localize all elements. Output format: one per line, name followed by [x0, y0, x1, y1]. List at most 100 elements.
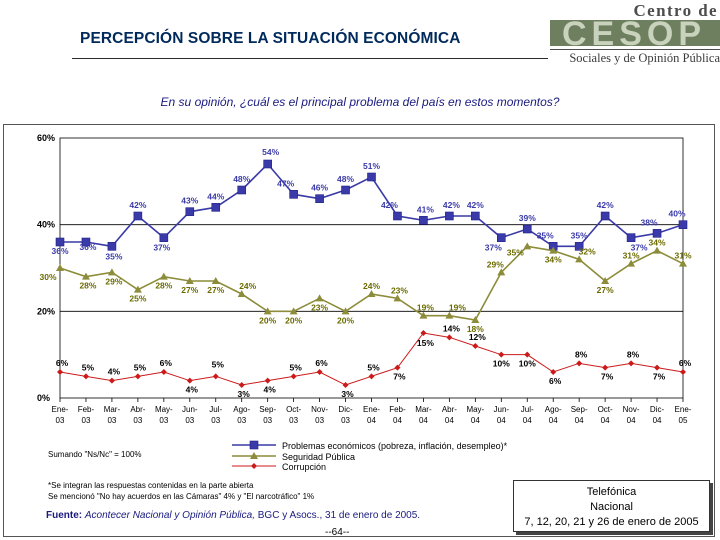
- x-tick-label: 03: [341, 416, 350, 425]
- x-tick-label: 04: [419, 416, 428, 425]
- x-tick-label: May-: [155, 405, 173, 414]
- data-label-seguridad: 28%: [155, 281, 172, 291]
- x-tick-label: 04: [367, 416, 376, 425]
- data-point-economia: [496, 233, 506, 242]
- data-label-economia: 36%: [51, 246, 68, 256]
- x-tick-label: 03: [56, 416, 65, 425]
- data-label-corrupcion: 8%: [627, 349, 640, 359]
- source-publication: Acontecer Nacional y Opinión Pública,: [84, 510, 255, 521]
- data-point-corrupcion: [264, 377, 271, 384]
- data-point-seguridad: [419, 311, 428, 319]
- data-point-seguridad: [289, 307, 298, 315]
- x-tick-label: Ago-: [233, 405, 250, 414]
- data-label-economia: 42%: [597, 200, 614, 210]
- data-point-seguridad: [627, 259, 636, 267]
- data-label-corrupcion: 12%: [469, 332, 486, 342]
- page-title: PERCEPCIÓN SOBRE LA SITUACIÓN ECONÓMICA: [80, 30, 461, 47]
- data-label-seguridad: 29%: [105, 276, 122, 286]
- data-point-corrupcion: [212, 373, 219, 380]
- x-tick-label: Ene-: [363, 405, 380, 414]
- title-divider: [72, 58, 548, 59]
- legend-marker-seguridad: [250, 452, 258, 459]
- x-tick-label: Ene-: [675, 405, 692, 414]
- x-tick-label: Sep-: [571, 405, 588, 414]
- data-point-seguridad: [56, 264, 64, 271]
- data-label-economia: 41%: [417, 204, 434, 214]
- data-label-economia: 54%: [262, 147, 279, 157]
- data-label-corrupcion: 5%: [367, 362, 380, 372]
- data-label-economia: 42%: [129, 200, 146, 210]
- x-tick-label: 03: [263, 416, 272, 425]
- x-tick-label: 04: [601, 416, 610, 425]
- data-label-corrupcion: 5%: [134, 362, 147, 372]
- data-point-seguridad: [471, 316, 480, 323]
- data-point-economia: [81, 237, 91, 247]
- data-label-seguridad: 20%: [337, 315, 354, 325]
- x-tick-label: 04: [393, 416, 402, 425]
- x-tick-label: Nov-: [311, 405, 328, 414]
- data-point-corrupcion: [57, 369, 63, 375]
- data-point-seguridad: [315, 294, 324, 302]
- data-label-seguridad: 31%: [674, 251, 691, 261]
- data-point-corrupcion: [368, 373, 375, 380]
- x-tick-label: 03: [315, 416, 324, 425]
- x-tick-label: Mar-: [104, 405, 121, 414]
- x-tick-label: Nov-: [623, 405, 640, 414]
- x-tick-label: Mar-: [415, 405, 432, 414]
- x-tick-label: Dic-: [650, 405, 665, 414]
- legend-label-seguridad: Seguridad Pública: [282, 452, 356, 462]
- note-asterisk: *Se integran las respuestas contenidas e…: [48, 481, 254, 490]
- data-point-corrupcion: [316, 369, 323, 375]
- data-label-economia: 35%: [537, 230, 554, 240]
- data-point-seguridad: [653, 246, 662, 254]
- logo-band: CESOP: [550, 15, 720, 53]
- data-label-corrupcion: 15%: [417, 338, 434, 348]
- data-point-economia: [341, 185, 350, 195]
- data-label-economia: 47%: [277, 178, 294, 188]
- data-label-corrupcion: 5%: [212, 359, 225, 369]
- data-label-economia: 35%: [105, 251, 122, 261]
- data-label-corrupcion: 7%: [653, 372, 666, 382]
- legend-label-economia: Problemas económicos (pobreza, inflación…: [282, 441, 508, 451]
- x-tick-label: Feb-: [389, 405, 406, 414]
- x-tick-label: 05: [679, 416, 688, 425]
- data-label-seguridad: 25%: [129, 294, 146, 304]
- data-point-economia: [626, 233, 636, 242]
- data-label-corrupcion: 3%: [238, 389, 251, 399]
- cesop-logo: Centro de Estudios CESOP Sociales y de O…: [550, 0, 720, 70]
- data-point-corrupcion: [238, 382, 245, 388]
- data-label-economia: 42%: [467, 200, 484, 210]
- x-tick-label: 04: [549, 416, 558, 425]
- data-label-corrupcion: 4%: [186, 385, 199, 395]
- data-point-corrupcion: [342, 382, 349, 388]
- x-tick-label: 03: [237, 416, 246, 425]
- x-tick-label: Abr-: [442, 405, 457, 414]
- data-point-economia: [211, 203, 221, 212]
- data-point-economia: [419, 216, 428, 225]
- x-tick-label: 04: [653, 416, 662, 425]
- x-tick-label: May-: [466, 405, 484, 414]
- data-point-corrupcion: [186, 377, 193, 384]
- data-point-corrupcion: [420, 330, 427, 336]
- data-point-seguridad: [523, 242, 532, 250]
- data-point-corrupcion: [394, 364, 401, 371]
- source-label: Fuente:: [46, 510, 83, 521]
- data-point-corrupcion: [680, 369, 686, 375]
- x-tick-label: Dic-: [338, 405, 353, 414]
- data-point-economia: [522, 224, 532, 234]
- x-tick-label: 04: [523, 416, 532, 425]
- data-point-corrupcion: [134, 373, 141, 380]
- y-tick-label: 0%: [37, 393, 50, 403]
- data-label-seguridad: 24%: [239, 281, 256, 291]
- data-point-seguridad: [393, 294, 402, 302]
- data-label-corrupcion: 3%: [341, 389, 354, 399]
- data-label-seguridad: 28%: [79, 281, 96, 291]
- data-point-economia: [678, 220, 688, 229]
- data-point-economia: [574, 242, 584, 251]
- data-label-economia: 39%: [519, 213, 536, 223]
- x-tick-label: Feb-: [78, 405, 95, 414]
- source-citation: Fuente: Acontecer Nacional y Opinión Púb…: [46, 510, 420, 521]
- x-tick-label: 03: [159, 416, 168, 425]
- data-label-seguridad: 24%: [363, 281, 380, 291]
- x-tick-label: 03: [185, 416, 194, 425]
